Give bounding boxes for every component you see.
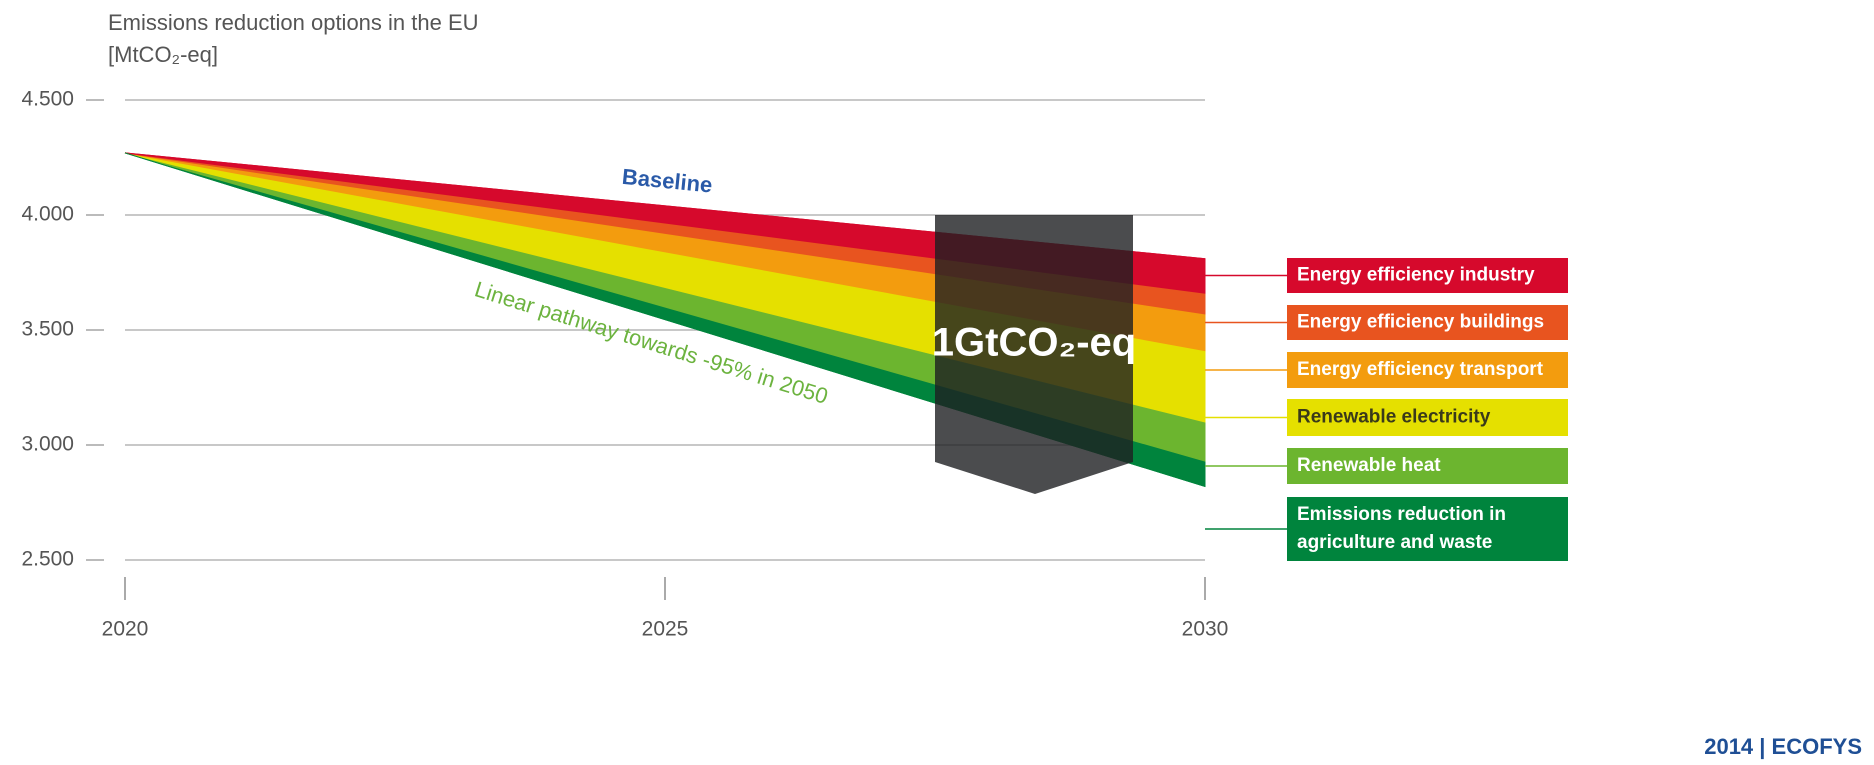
y-tick-label: 4.500 — [21, 88, 74, 111]
y-tick-label: 4.000 — [21, 203, 74, 226]
x-tick-label: 2030 — [1182, 618, 1229, 641]
legend-swatch — [1287, 305, 1568, 340]
x-tick-label: 2020 — [102, 618, 149, 641]
chart-title: Emissions reduction options in the EU — [108, 10, 479, 35]
x-tick-label: 2025 — [642, 618, 689, 641]
legend-label: Energy efficiency industry — [1297, 265, 1535, 286]
y-tick-label: 3.000 — [21, 433, 74, 456]
legend-swatch — [1287, 448, 1568, 484]
legend-label: Renewable electricity — [1297, 407, 1491, 428]
legend-label: Energy efficiency buildings — [1297, 312, 1544, 333]
unit-label: [MtCO₂-eq] — [108, 42, 218, 67]
legend-swatch — [1287, 399, 1568, 436]
highlight-box — [935, 215, 1133, 494]
y-tick-label: 3.500 — [21, 318, 74, 341]
legend-label-line: agriculture and waste — [1297, 532, 1492, 553]
legend-swatch — [1287, 497, 1568, 561]
line-label: Baseline — [621, 164, 714, 198]
legend-label: Energy efficiency transport — [1297, 359, 1544, 380]
legend-swatch — [1287, 352, 1568, 388]
legend-label-line: Emissions reduction in — [1297, 504, 1506, 525]
y-tick-label: 2.500 — [21, 548, 74, 571]
legend: Emissions reduction in agriculture and wa… — [1205, 258, 1568, 561]
legend-label: Renewable heat — [1297, 455, 1441, 476]
source: 2014 | ECOFYS — [1704, 734, 1862, 759]
legend-label: Emissions reduction in agriculture and wa… — [1297, 504, 1506, 553]
legend-swatch — [1287, 258, 1568, 293]
grid: 2.500 3.000 3.500 4.000 4.500 2020 2025 2030 — [21, 88, 1228, 641]
box-label: 1GtCO₂-eq — [932, 321, 1136, 365]
